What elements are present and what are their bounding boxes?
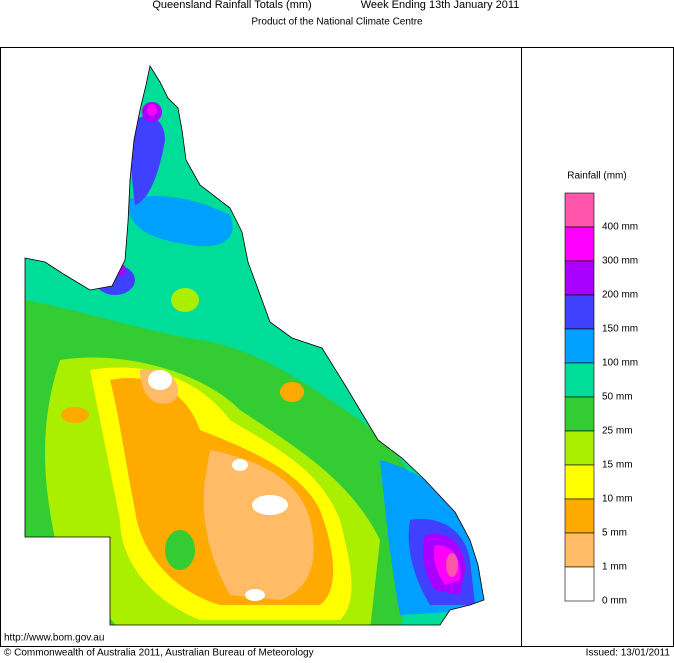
legend-swatch [564, 192, 595, 228]
legend-swatch [564, 464, 595, 500]
legend-swatch [564, 328, 595, 364]
legend-swatch [564, 396, 595, 432]
legend-label: 200 mm [602, 290, 638, 301]
legend-label: 1 mm [602, 562, 627, 573]
footer-url: http://www.bom.gov.au [4, 633, 104, 644]
legend-label: 0 mm [602, 596, 627, 607]
legend-label: 15 mm [602, 460, 633, 471]
legend-swatch [564, 362, 595, 398]
legend-label: 25 mm [602, 426, 633, 437]
legend-title: Rainfall (mm) [567, 171, 626, 182]
subtitle: Product of the National Climate Centre [251, 17, 423, 28]
legend-swatch [564, 430, 595, 466]
legend-label: 10 mm [602, 494, 633, 505]
legend-swatch [564, 498, 595, 534]
footer-copyright: © Commonwealth of Australia 2011, Austra… [4, 648, 314, 658]
legend-swatch [564, 532, 595, 568]
legend-label: 400 mm [602, 222, 638, 233]
legend-label: 100 mm [602, 358, 638, 369]
title: Queensland Rainfall Totals (mm) [152, 0, 311, 11]
legend-label: 150 mm [602, 324, 638, 335]
legend-label: 50 mm [602, 392, 633, 403]
footer-issued: Issued: 13/01/2011 [586, 648, 671, 658]
rainfall-map [25, 66, 484, 625]
legend-swatch [564, 566, 595, 602]
legend-swatch [564, 294, 595, 330]
legend-swatch [564, 226, 595, 262]
week: Week Ending 13th January 2011 [361, 0, 520, 11]
legend: 400 mm 300 mm 200 mm 150 mm 100 mm 50 mm 25 mm… [564, 192, 638, 607]
legend-label: 5 mm [602, 528, 627, 539]
legend-swatch [564, 260, 595, 296]
legend-label: 300 mm [602, 256, 638, 267]
state-outline [24, 64, 485, 626]
